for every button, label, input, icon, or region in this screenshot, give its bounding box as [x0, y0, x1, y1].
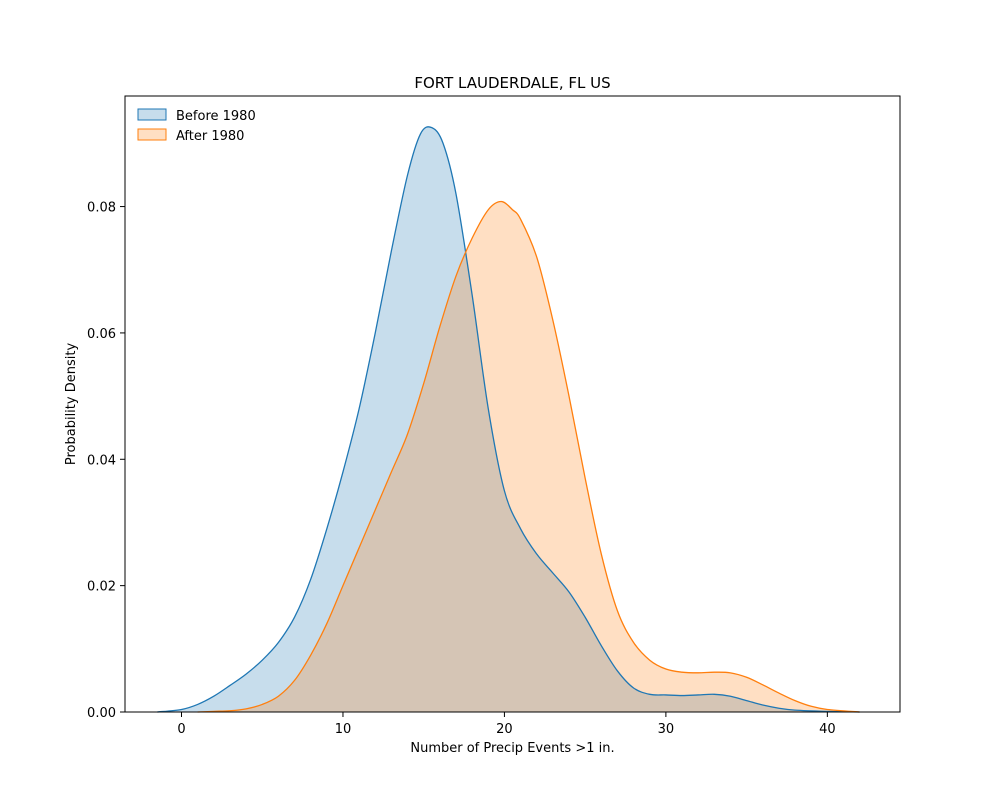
y-tick-label: 0.02: [87, 580, 116, 595]
legend-label: Before 1980: [176, 109, 256, 124]
series-line-after-1980: [197, 200, 860, 713]
series-area-before-1980: [157, 126, 860, 712]
x-tick-label: 40: [819, 722, 836, 737]
y-tick-label: 0.08: [87, 201, 116, 216]
y-tick-label: 0.04: [87, 453, 116, 468]
series-line-before-1980: [157, 126, 860, 713]
x-tick-label: 0: [177, 722, 185, 737]
axes-layer: 0 10 20 30 40 0.00 0.02 0.04 0.06 0.08: [87, 95, 901, 737]
series-layer: [157, 126, 860, 713]
legend: Before 1980 After 1980: [137, 108, 256, 144]
legend-swatch: [137, 128, 167, 141]
series-area-after-1980: [197, 201, 860, 712]
y-axis-label: Probability Density: [64, 343, 79, 466]
x-axis-label: Number of Precip Events >1 in.: [410, 741, 614, 756]
x-tick-label: 30: [658, 722, 675, 737]
legend-swatch: [137, 108, 167, 121]
legend-label: After 1980: [176, 129, 244, 144]
chart-title: FORT LAUDERDALE, FL US: [414, 74, 610, 92]
x-tick-label: 20: [496, 722, 513, 737]
y-tick-label: 0.06: [87, 327, 116, 342]
plot-frame: [124, 95, 901, 713]
y-tick-label: 0.00: [87, 706, 116, 721]
x-tick-label: 10: [335, 722, 352, 737]
